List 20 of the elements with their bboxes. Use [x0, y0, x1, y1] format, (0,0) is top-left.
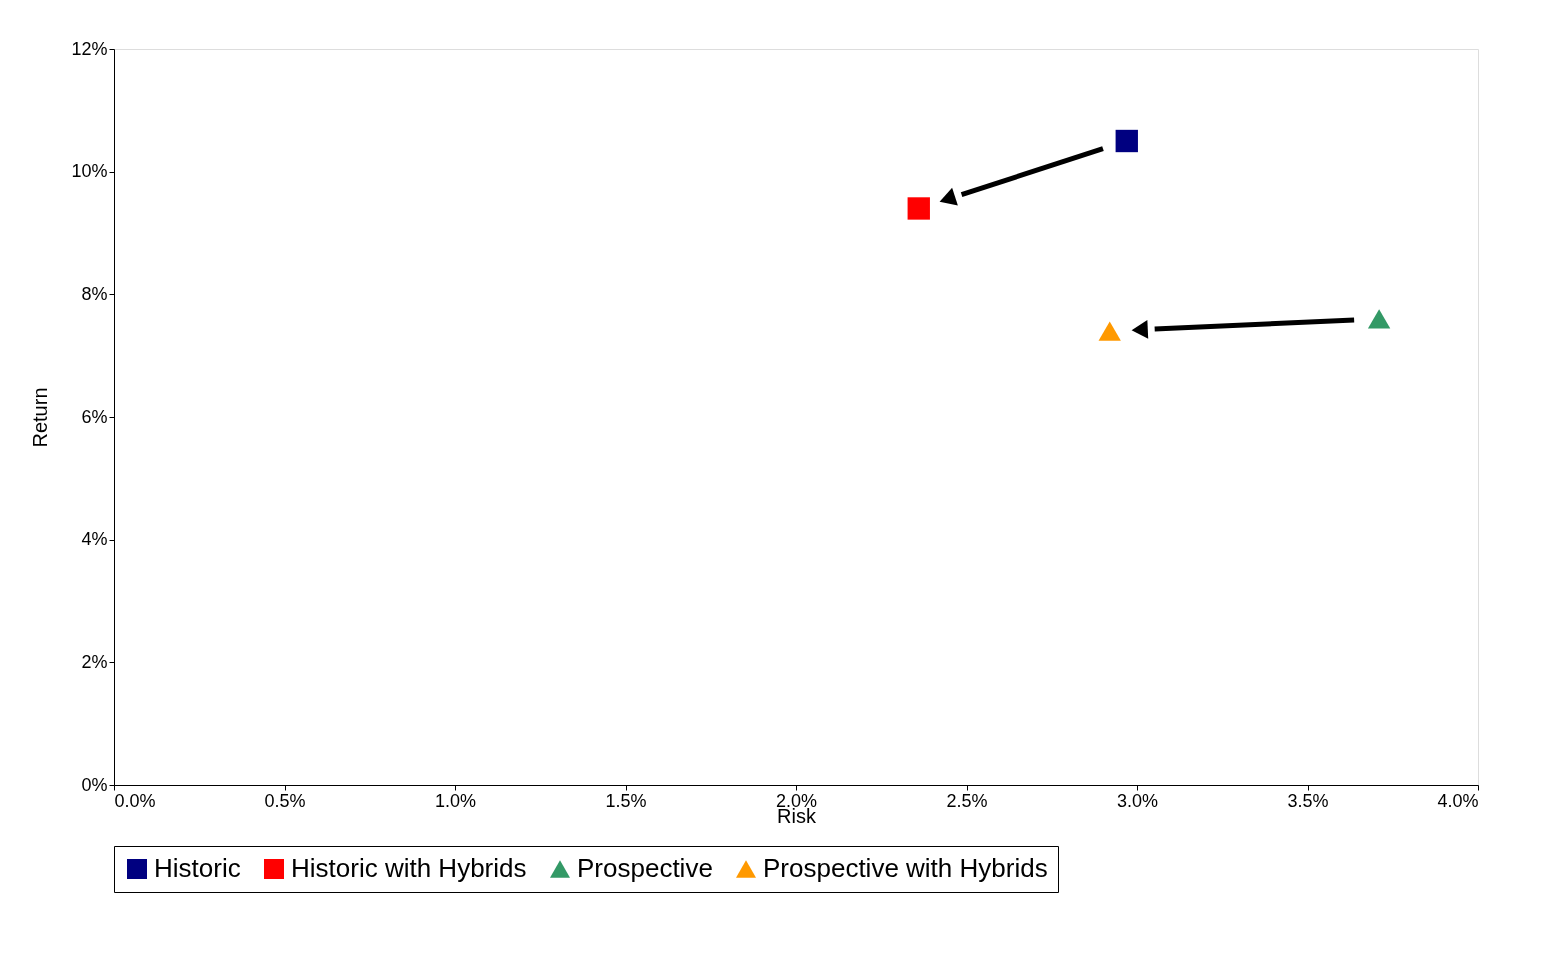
x-tick-label: 1.5%	[605, 790, 647, 811]
y-tick-label: 0%	[81, 774, 108, 795]
legend-label: Prospective	[577, 853, 713, 883]
y-axis-title: Return	[29, 387, 52, 448]
legend-label: Prospective with Hybrids	[763, 853, 1048, 883]
y-tick-label: 4%	[81, 529, 108, 550]
x-tick-label: 4.0%	[1437, 790, 1479, 811]
x-tick-label: 3.0%	[1116, 790, 1159, 811]
y-tick-label: 12%	[71, 38, 108, 59]
legend-label: Historic with Hybrids	[291, 853, 527, 883]
y-tick-label: 8%	[81, 283, 108, 304]
x-tick-label: 2.5%	[946, 790, 988, 811]
x-tick-label: 0.0%	[114, 790, 156, 811]
y-tick-label: 10%	[71, 161, 108, 182]
y-tick-label: 2%	[81, 651, 108, 672]
x-tick-label: 0.5%	[264, 790, 306, 811]
y-tick-label: 6%	[81, 406, 108, 427]
x-tick-label: 1.0%	[434, 790, 477, 811]
x-tick-label: 3.5%	[1287, 790, 1329, 811]
legend-label: Historic	[154, 853, 241, 883]
